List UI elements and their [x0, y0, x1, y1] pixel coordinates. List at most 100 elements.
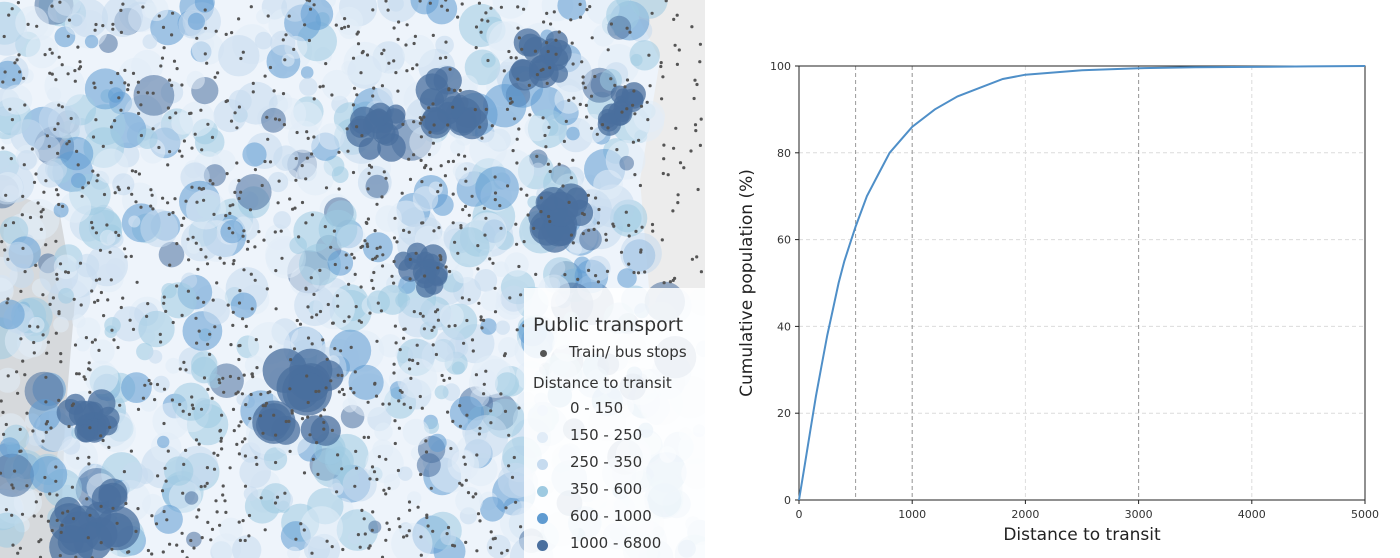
transit-stop — [387, 527, 391, 532]
chart-ticks: 0 1000 2000 3000 4000 5000 0 20 40 60 80 100 — [770, 60, 1379, 521]
transit-stop — [211, 298, 215, 302]
transit-stop — [48, 71, 52, 75]
transit-stop — [166, 449, 170, 453]
transit-stop — [448, 376, 452, 380]
transit-stop — [544, 145, 548, 149]
map-area — [495, 320, 510, 335]
transit-stop — [172, 59, 177, 63]
transit-stop — [238, 538, 242, 543]
transit-stop — [309, 276, 313, 280]
transit-stop — [66, 72, 70, 76]
transit-stop — [570, 41, 574, 45]
transit-stop — [250, 372, 254, 376]
y-tick-label: 100 — [770, 60, 791, 73]
transit-stop — [239, 190, 243, 194]
transit-stop — [241, 317, 245, 321]
transit-stop — [515, 137, 519, 141]
transit-stop — [76, 456, 80, 460]
transit-stop — [231, 323, 235, 327]
transit-stop — [334, 23, 338, 27]
transit-stop — [436, 266, 440, 270]
transit-stop — [345, 127, 349, 131]
transit-stop — [324, 386, 328, 390]
transit-stop — [78, 65, 83, 69]
transit-stop — [459, 224, 463, 228]
transit-stop — [16, 551, 20, 555]
transit-stop — [370, 528, 374, 532]
map-area — [270, 30, 296, 56]
map-area — [184, 491, 199, 505]
transit-stop — [25, 484, 29, 488]
map-area — [243, 486, 259, 502]
map-area — [218, 35, 260, 77]
transit-stop — [43, 475, 47, 480]
transit-stop — [50, 528, 54, 533]
transit-stop — [83, 377, 87, 381]
transit-stop — [470, 194, 474, 198]
transit-stop — [439, 164, 443, 168]
transit-stop — [216, 453, 220, 457]
transit-stop — [221, 376, 225, 380]
transit-stop — [220, 447, 224, 451]
map-area — [186, 531, 202, 548]
transit-stop — [512, 455, 516, 460]
transit-stop — [322, 420, 326, 424]
transit-stop — [508, 296, 512, 300]
transit-stop — [312, 97, 316, 101]
transit-stop — [604, 238, 609, 242]
transit-stop — [478, 125, 482, 129]
map-area — [393, 251, 413, 271]
transit-stop — [312, 135, 316, 139]
transit-stop — [245, 247, 250, 251]
transit-stop — [548, 219, 552, 224]
transit-stop — [34, 500, 38, 504]
transit-stop — [312, 3, 316, 7]
transit-stop — [306, 336, 311, 340]
transit-stop — [171, 211, 175, 215]
transit-stop — [366, 435, 371, 439]
transit-stop — [546, 162, 550, 166]
transit-stop — [39, 492, 43, 496]
transit-stop — [564, 119, 568, 123]
transit-stop — [340, 467, 344, 471]
map-area — [164, 456, 194, 486]
transit-stop — [508, 101, 512, 105]
map-area — [531, 162, 545, 177]
transit-stop — [290, 411, 294, 415]
transit-stop — [522, 240, 526, 244]
transit-stop — [571, 62, 575, 66]
transit-stop — [149, 382, 153, 386]
transit-stop — [633, 173, 637, 177]
transit-stop — [187, 258, 191, 262]
transit-stop — [229, 119, 234, 123]
transit-stop — [305, 374, 309, 378]
transit-stop — [237, 376, 241, 380]
transit-stop — [112, 338, 116, 342]
transit-stop — [316, 472, 320, 476]
transit-stop — [385, 521, 389, 525]
transit-stop — [594, 196, 598, 200]
transit-stop — [312, 292, 316, 296]
transit-stop — [251, 90, 255, 94]
transit-stop — [17, 53, 21, 57]
transit-stop — [71, 402, 75, 406]
transit-stop — [360, 134, 364, 138]
transit-stop — [32, 340, 36, 345]
transit-stop — [315, 441, 319, 445]
transit-stop — [493, 310, 498, 314]
transit-stop — [122, 470, 126, 474]
legend-swatch — [537, 459, 548, 470]
map-area — [318, 209, 358, 249]
transit-stop — [123, 247, 127, 251]
transit-stop — [277, 118, 281, 122]
transit-stop — [218, 256, 222, 260]
transit-stop — [452, 544, 457, 548]
transit-stop — [676, 201, 680, 205]
transit-stop — [675, 62, 680, 66]
transit-stop — [650, 222, 655, 227]
transit-stop — [57, 310, 61, 314]
transit-stop — [180, 83, 184, 87]
transit-stop — [166, 201, 170, 205]
transit-stop — [696, 187, 700, 192]
transit-stop — [232, 429, 236, 433]
